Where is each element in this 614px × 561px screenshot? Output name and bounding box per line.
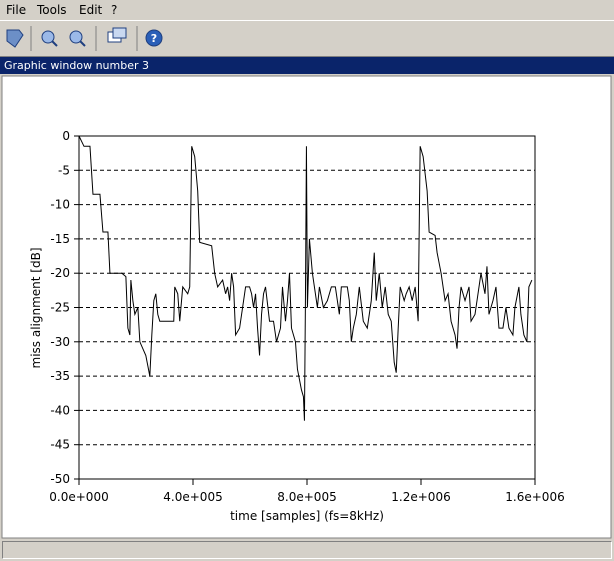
x-tick-label: 1.2e+006	[391, 490, 450, 504]
y-tick-label: -40	[50, 403, 70, 417]
x-tick-label: 8.0e+005	[277, 490, 336, 504]
toolbar-icons: ?	[6, 26, 163, 51]
rotate-button[interactable]	[6, 29, 24, 48]
zoom-in-button[interactable]	[41, 30, 58, 47]
svg-text:?: ?	[151, 32, 157, 45]
window-title-bar: Graphic window number 3	[0, 57, 614, 74]
y-tick-label: 0	[62, 129, 70, 143]
window-title: Graphic window number 3	[4, 59, 149, 72]
zoom-reset-button[interactable]	[69, 30, 86, 47]
y-tick-label: -15	[50, 232, 70, 246]
y-tick-label: -35	[50, 369, 70, 383]
menu-help[interactable]: ?	[111, 3, 118, 17]
menu-bar: File Tools Edit ?	[0, 0, 614, 20]
plot-frame	[78, 135, 536, 480]
toolbar: ?	[0, 20, 614, 57]
menu-file[interactable]: File	[6, 3, 27, 17]
y-tick-label: -30	[50, 335, 70, 349]
x-axis-label: time [samples] (fs=8kHz)	[230, 509, 384, 523]
y-tick-label: -10	[50, 198, 70, 212]
chart: time [samples] (fs=8kHz) miss alignment …	[1, 75, 612, 539]
y-axis-label: miss alignment [dB]	[29, 248, 43, 369]
x-tick-label: 1.6e+006	[505, 490, 564, 504]
graphic-canvas: time [samples] (fs=8kHz) miss alignment …	[0, 75, 614, 539]
y-tick-label: -50	[50, 472, 70, 486]
x-tick-label: 4.0e+005	[163, 490, 222, 504]
x-tick-label: 0.0e+000	[49, 490, 108, 504]
data-line	[78, 135, 533, 421]
windows-button[interactable]	[107, 27, 127, 43]
menu-edit[interactable]: Edit	[79, 3, 103, 17]
help-button[interactable]: ?	[145, 29, 163, 47]
y-tick-label: -45	[50, 438, 70, 452]
y-tick-label: -20	[50, 266, 70, 280]
y-tick-label: -5	[58, 163, 70, 177]
status-bar	[2, 541, 612, 559]
y-tick-label: -25	[50, 301, 70, 315]
menu-tools[interactable]: Tools	[37, 3, 67, 17]
